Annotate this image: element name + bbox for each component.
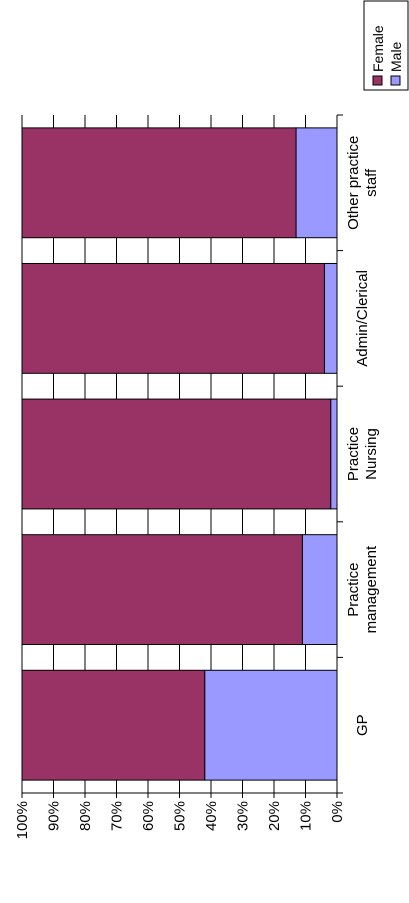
y-tick-label: 10%	[298, 801, 315, 831]
y-tick-label: 30%	[235, 801, 252, 831]
legend-label: Female	[370, 25, 386, 72]
bar-segment	[21, 127, 297, 239]
bar-segment	[295, 127, 338, 239]
x-tick-label: Other practicestaff	[345, 136, 380, 230]
y-tick-label: 0%	[329, 801, 346, 823]
legend-swatch	[390, 75, 401, 86]
y-tick-label: 80%	[77, 801, 94, 831]
x-tick-label: PracticeNursing	[345, 427, 380, 481]
bar-segment	[330, 398, 338, 510]
bar-segment	[301, 534, 338, 646]
y-tick-label: 20%	[266, 801, 283, 831]
y-tick-label: 50%	[172, 801, 189, 831]
bar-segment	[21, 669, 206, 781]
legend-label: Male	[388, 41, 404, 72]
x-tick-label: Practicemanagement	[345, 545, 380, 633]
bar-segment	[21, 262, 325, 374]
bar-segment	[323, 262, 338, 374]
bar-segment	[21, 534, 303, 646]
bar-segment	[21, 398, 332, 510]
bar-segment	[204, 669, 338, 781]
x-tick-label: Admin/Clerical	[354, 270, 371, 367]
x-tick-label: GP	[354, 714, 371, 736]
y-tick-label: 40%	[203, 801, 220, 831]
legend-swatch	[372, 75, 383, 86]
rotated-chart: 0% 10% 20% 30% 40% 50% 60% 70% 80% 90% 100% GP Pract…	[14, 0, 409, 839]
legend-box	[363, 0, 409, 91]
y-tick-label: 60%	[140, 801, 157, 831]
y-tick-label: 70%	[109, 801, 126, 831]
y-tick-label: 90%	[46, 801, 63, 831]
y-tick-label: 100%	[14, 801, 31, 839]
